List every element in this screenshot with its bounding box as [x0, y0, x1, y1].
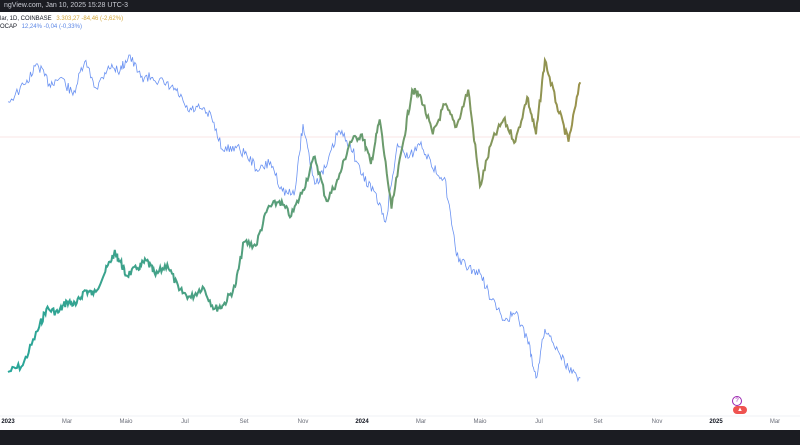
x-tick-label: Mar [415, 419, 427, 425]
event-badge-flag[interactable]: ▲ [733, 406, 747, 414]
legend-dominance-name: OCAP [0, 24, 17, 30]
legend-dominance[interactable]: OCAP 12,24% -0,04 (-0,33%) [0, 23, 123, 31]
legend-main-name: lar, 1D, COINBASE [0, 16, 52, 22]
x-tick-label: Set [239, 419, 249, 425]
top-bar: ngView.com, Jan 10, 2025 15:28 UTC-3 [0, 0, 800, 12]
x-tick-label: Maio [473, 419, 487, 425]
chart-legend: lar, 1D, COINBASE 3.303,27 -84,46 (-2,62… [0, 15, 123, 31]
x-tick-label: Set [593, 419, 603, 425]
x-tick-label: 2025 [709, 419, 723, 425]
legend-main[interactable]: lar, 1D, COINBASE 3.303,27 -84,46 (-2,62… [0, 15, 123, 23]
x-axis: 2023 Mar Maio Jul Set Nov 2024 Mar Maio Jul Set Nov… [0, 417, 800, 427]
legend-main-values: 3.303,27 -84,46 (-2,62%) [56, 16, 124, 22]
watermark-text: ngView.com, Jan 10, 2025 15:28 UTC-3 [4, 2, 129, 9]
x-tick-label: Jul [181, 419, 189, 425]
x-tick-label: Maio [119, 419, 133, 425]
x-tick-label: Mar [769, 419, 781, 425]
x-tick-label: Nov [297, 419, 309, 425]
series-line-dominance [7, 54, 581, 383]
price-chart[interactable] [0, 0, 800, 430]
bottom-bar [0, 430, 800, 445]
x-tick-label: Nov [651, 419, 663, 425]
x-tick-label: 2023 [1, 419, 15, 425]
legend-dominance-values: 12,24% -0,04 (-0,33%) [21, 24, 82, 30]
x-tick-label: Mar [61, 419, 73, 425]
x-tick-label: Jul [535, 419, 543, 425]
event-badge-question[interactable]: ? [732, 396, 742, 406]
x-tick-label: 2024 [355, 419, 369, 425]
series-line-price [7, 56, 582, 373]
